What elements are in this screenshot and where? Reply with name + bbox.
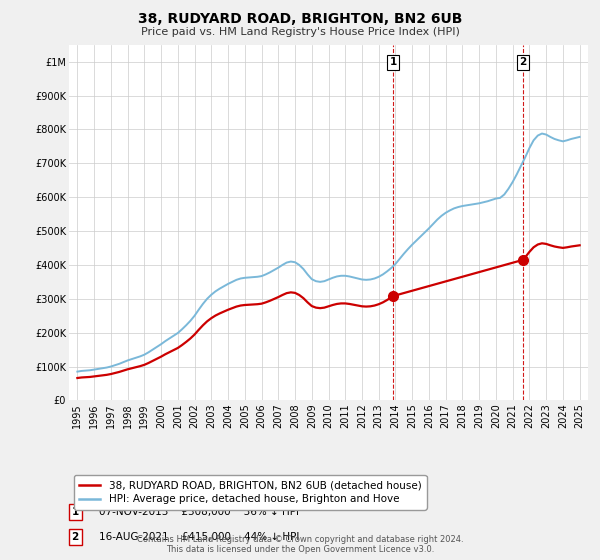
- Text: 2: 2: [520, 57, 527, 67]
- Text: 1: 1: [71, 507, 79, 517]
- Text: Price paid vs. HM Land Registry's House Price Index (HPI): Price paid vs. HM Land Registry's House …: [140, 27, 460, 37]
- Text: 07-NOV-2013    £308,000    36% ↓ HPI: 07-NOV-2013 £308,000 36% ↓ HPI: [99, 507, 299, 517]
- Text: 38, RUDYARD ROAD, BRIGHTON, BN2 6UB: 38, RUDYARD ROAD, BRIGHTON, BN2 6UB: [138, 12, 462, 26]
- Text: 1: 1: [389, 57, 397, 67]
- Text: 16-AUG-2021    £415,000    44% ↓ HPI: 16-AUG-2021 £415,000 44% ↓ HPI: [99, 533, 299, 542]
- Text: Contains HM Land Registry data © Crown copyright and database right 2024.
This d: Contains HM Land Registry data © Crown c…: [137, 535, 463, 554]
- Legend: 38, RUDYARD ROAD, BRIGHTON, BN2 6UB (detached house), HPI: Average price, detach: 38, RUDYARD ROAD, BRIGHTON, BN2 6UB (det…: [74, 475, 427, 510]
- Text: 2: 2: [71, 533, 79, 542]
